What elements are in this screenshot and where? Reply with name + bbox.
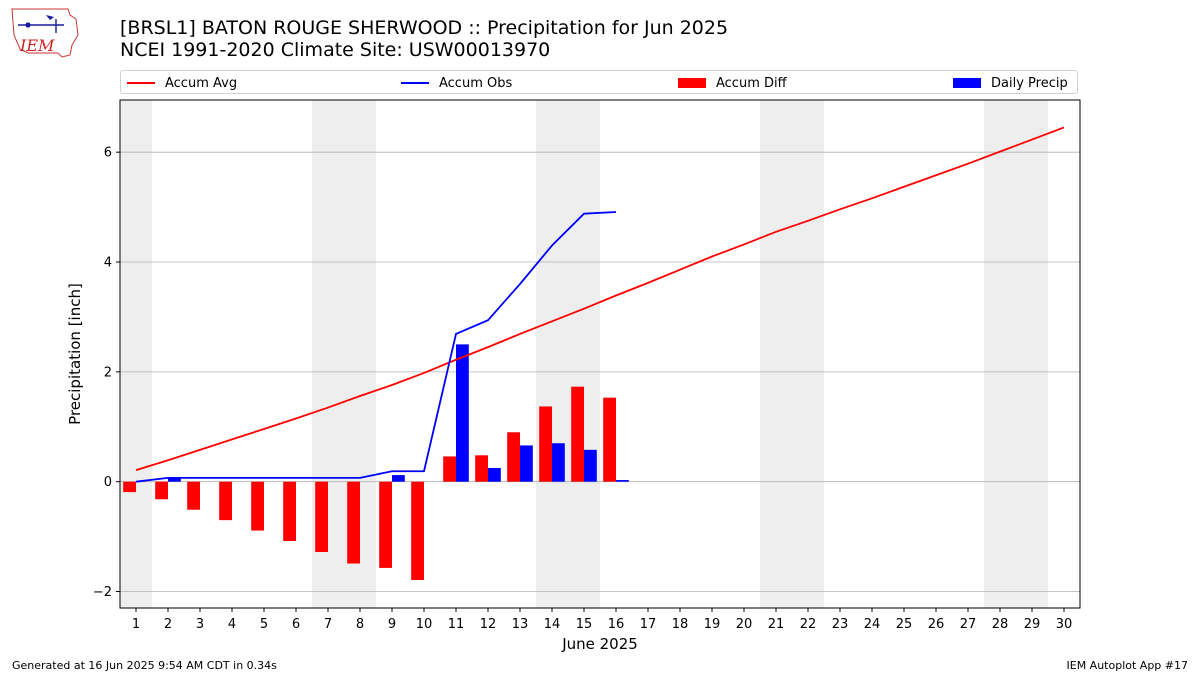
- accum-diff-bar: [507, 432, 520, 482]
- x-tick-label: 15: [576, 617, 593, 632]
- x-tick-label: 6: [292, 617, 300, 632]
- daily-precip-bar: [616, 480, 629, 482]
- y-tick-label: 6: [104, 146, 112, 161]
- x-tick-label: 12: [480, 617, 497, 632]
- x-tick-label: 18: [672, 617, 689, 632]
- x-tick-label: 14: [544, 617, 561, 632]
- x-tick-label: 9: [388, 617, 396, 632]
- accum-obs-line: [135, 211, 617, 483]
- x-tick-label: 7: [324, 617, 332, 632]
- y-tick-label: 4: [104, 256, 112, 271]
- accum-diff-bar: [571, 386, 584, 482]
- legend-item-accum-avg: Accum Avg: [127, 74, 237, 92]
- x-tick-label: 16: [608, 617, 625, 632]
- x-tick-label: 29: [1024, 617, 1041, 632]
- accum-diff-bar: [283, 481, 296, 541]
- x-tick-label: 4: [228, 617, 236, 632]
- chart-subtitle: NCEI 1991-2020 Climate Site: USW00013970: [120, 39, 551, 61]
- accum-diff-bar: [219, 481, 232, 521]
- x-tick-label: 21: [768, 617, 785, 632]
- legend-label-accum-avg: Accum Avg: [165, 75, 238, 91]
- y-axis-label: Precipitation [inch]: [66, 283, 84, 425]
- x-tick-label: 10: [416, 617, 433, 632]
- accum-diff-bar: [315, 481, 328, 552]
- weekend-band: [984, 100, 1048, 608]
- x-tick-label: 5: [260, 617, 268, 632]
- daily-precip-bar: [584, 449, 597, 482]
- weekend-band: [120, 100, 152, 608]
- accum-lines: [135, 126, 1065, 483]
- daily-precip-bars: [168, 344, 629, 482]
- plot-frame: [119, 99, 1081, 609]
- accum-avg-line: [135, 126, 1065, 472]
- x-tick-label: 24: [864, 617, 881, 632]
- iem-logo-text: IEM: [19, 36, 55, 55]
- x-tick-label: 19: [704, 617, 721, 632]
- weekend-band: [760, 100, 824, 608]
- x-tick-label: 13: [512, 617, 529, 632]
- legend-label-daily-precip: Daily Precip: [991, 75, 1068, 91]
- y-tick-label: 0: [104, 475, 112, 490]
- legend-swatch-daily-precip: [953, 78, 981, 88]
- x-tick-label: 3: [196, 617, 204, 632]
- accum-diff-bar: [475, 455, 488, 482]
- legend-item-daily-precip: Daily Precip: [953, 74, 1068, 92]
- accum-diff-bar: [411, 481, 424, 580]
- daily-precip-bar: [456, 344, 469, 482]
- daily-precip-bar: [488, 467, 501, 482]
- x-tick-label: 28: [992, 617, 1009, 632]
- x-tick-label: 26: [928, 617, 945, 632]
- x-tick-label: 11: [448, 617, 465, 632]
- x-tick-label: 20: [736, 617, 753, 632]
- accum-diff-bar: [539, 406, 552, 482]
- x-tick-label: 27: [960, 617, 977, 632]
- accum-diff-bar: [155, 481, 168, 500]
- accum-diff-bar: [603, 397, 616, 482]
- legend-swatch-accum-obs: [401, 82, 429, 84]
- chart-title: [BRSL1] BATON ROUGE SHERWOOD :: Precipit…: [120, 17, 729, 39]
- accum-diff-bar: [187, 481, 200, 510]
- y-tick-label: −2: [93, 585, 112, 600]
- x-tick-label: 17: [640, 617, 657, 632]
- daily-precip-bar: [520, 445, 533, 482]
- legend-item-accum-diff: Accum Diff: [678, 74, 787, 92]
- legend-swatch-accum-diff: [678, 78, 706, 88]
- accum-diff-bar: [123, 481, 136, 493]
- generated-timestamp: Generated at 16 Jun 2025 9:54 AM CDT in …: [12, 659, 277, 672]
- legend: Accum Avg Accum Obs Accum Diff Daily Pre…: [120, 70, 1078, 94]
- app-credit: IEM Autoplot App #17: [1066, 659, 1189, 672]
- x-tick-label: 23: [832, 617, 849, 632]
- legend-item-accum-obs: Accum Obs: [401, 74, 512, 92]
- legend-swatch-accum-avg: [127, 82, 155, 84]
- x-tick-label: 30: [1056, 617, 1073, 632]
- x-axis-ticks: 1 2 3 4 5 6 7 8 9 10 11 12 13 14 15 16 17 18 19 20 21 22 23 24 2…: [132, 608, 1072, 632]
- accum-diff-bar: [379, 481, 392, 568]
- y-axis-ticks: −2 0 2 4 6: [93, 146, 120, 600]
- legend-label-accum-obs: Accum Obs: [439, 75, 513, 91]
- daily-precip-bar: [168, 477, 181, 482]
- x-axis-label: June 2025: [561, 635, 638, 653]
- x-tick-label: 25: [896, 617, 913, 632]
- x-tick-label: 22: [800, 617, 817, 632]
- grid-lines: [120, 151, 1080, 592]
- accum-diff-bar: [251, 481, 264, 531]
- x-tick-label: 8: [356, 617, 364, 632]
- accum-diff-bar: [443, 456, 456, 482]
- y-tick-label: 2: [104, 365, 112, 380]
- accum-diff-bars: [123, 386, 616, 580]
- daily-precip-bar: [392, 475, 405, 482]
- legend-label-accum-diff: Accum Diff: [716, 75, 787, 91]
- weekend-band: [536, 100, 600, 608]
- daily-precip-bar: [552, 443, 565, 482]
- x-tick-label: 1: [132, 617, 140, 632]
- weekend-bands: [120, 100, 1048, 608]
- accum-diff-bar: [347, 481, 360, 564]
- x-tick-label: 2: [164, 617, 172, 632]
- iem-logo: IEM: [11, 8, 79, 58]
